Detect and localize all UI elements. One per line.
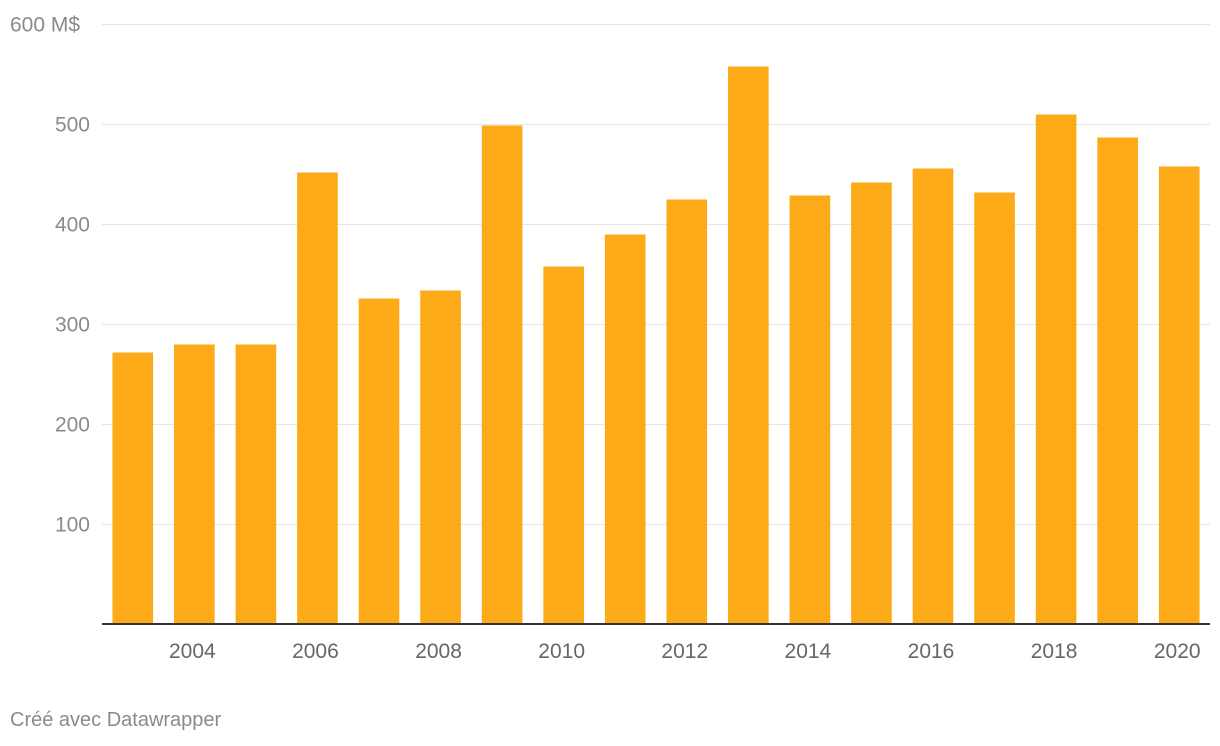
bar-2012 xyxy=(666,199,708,624)
x-tick-label: 2006 xyxy=(292,640,339,663)
y-tick-label: 300 xyxy=(55,314,90,337)
bar-2011 xyxy=(604,234,646,624)
bar-2005 xyxy=(235,344,277,624)
bar-2019 xyxy=(1097,137,1138,624)
credit-text: Créé avec Datawrapper xyxy=(10,709,222,731)
x-tick-label: 2020 xyxy=(1154,640,1201,663)
x-tick-label: 2008 xyxy=(415,640,462,663)
gridlines xyxy=(102,24,1210,525)
bar-2017 xyxy=(974,192,1015,624)
y-tick-label: 400 xyxy=(55,214,90,237)
bar-2009 xyxy=(481,125,523,624)
bar-2015 xyxy=(851,182,892,624)
y-tick-label: 100 xyxy=(55,514,90,537)
x-tick-label: 2012 xyxy=(661,640,708,663)
bar-2010 xyxy=(543,266,584,624)
axes: 100 200 300 400 500 600 M$ 2004 2006 2008 2010 201… xyxy=(10,14,1210,663)
bar-2016 xyxy=(912,168,954,624)
bars xyxy=(112,66,1200,624)
y-tick-label: 600 M$ xyxy=(10,14,80,37)
y-tick-label: 500 xyxy=(55,114,90,137)
bar-2020 xyxy=(1158,166,1200,624)
y-tick-label: 200 xyxy=(55,414,90,437)
x-tick-label: 2018 xyxy=(1031,640,1078,663)
x-tick-label: 2016 xyxy=(908,640,955,663)
x-tick-label: 2010 xyxy=(538,640,585,663)
x-tick-label: 2004 xyxy=(169,640,216,663)
x-tick-label: 2014 xyxy=(785,640,832,663)
bar-2013 xyxy=(728,66,769,624)
bar-2006 xyxy=(297,172,338,624)
bar-2004 xyxy=(174,344,215,624)
bar-2003 xyxy=(112,352,154,624)
bar-2018 xyxy=(1035,114,1077,624)
bar-2008 xyxy=(420,290,461,624)
bar-2007 xyxy=(358,298,400,624)
bar-2014 xyxy=(789,195,831,624)
bar-chart: 100 200 300 400 500 600 M$ 2004 2006 2008 2010 201… xyxy=(10,14,1210,663)
